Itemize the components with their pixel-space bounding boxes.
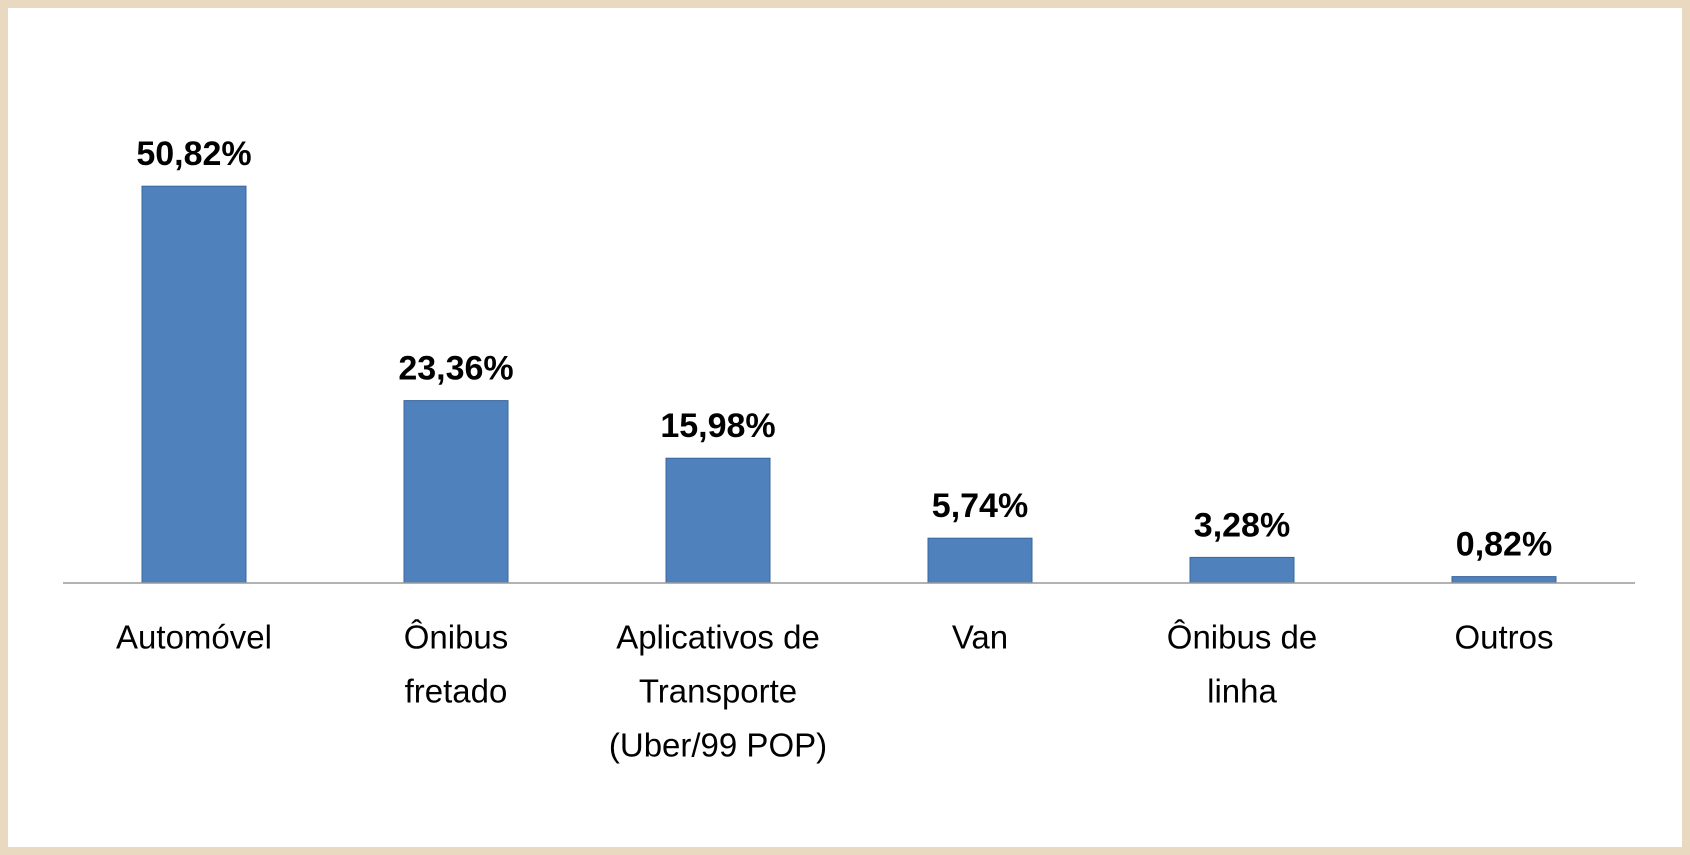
x-tick-label: Aplicativos de	[616, 619, 820, 656]
x-tick-label: Transporte	[639, 673, 797, 710]
bar	[403, 400, 509, 584]
x-tick-label: fretado	[405, 673, 508, 710]
bar	[1451, 576, 1557, 584]
x-tick-label: (Uber/99 POP)	[609, 727, 827, 764]
x-tick-label: Ônibus de	[1167, 619, 1317, 656]
bar	[141, 185, 247, 584]
x-tick-label: Van	[952, 619, 1008, 656]
data-label: 5,74%	[932, 487, 1028, 525]
data-label: 50,82%	[136, 135, 251, 173]
bar	[665, 457, 771, 584]
x-tick-label: Ônibus	[404, 619, 509, 656]
data-label: 15,98%	[660, 407, 775, 445]
data-label: 3,28%	[1194, 506, 1290, 544]
x-tick-label: Outros	[1454, 619, 1553, 656]
data-label: 23,36%	[398, 350, 513, 388]
bar	[1189, 556, 1295, 584]
bar	[927, 537, 1033, 584]
data-label: 0,82%	[1456, 526, 1552, 564]
chart-background	[8, 8, 1682, 847]
x-tick-label: linha	[1207, 673, 1277, 710]
x-tick-label: Automóvel	[116, 619, 272, 656]
